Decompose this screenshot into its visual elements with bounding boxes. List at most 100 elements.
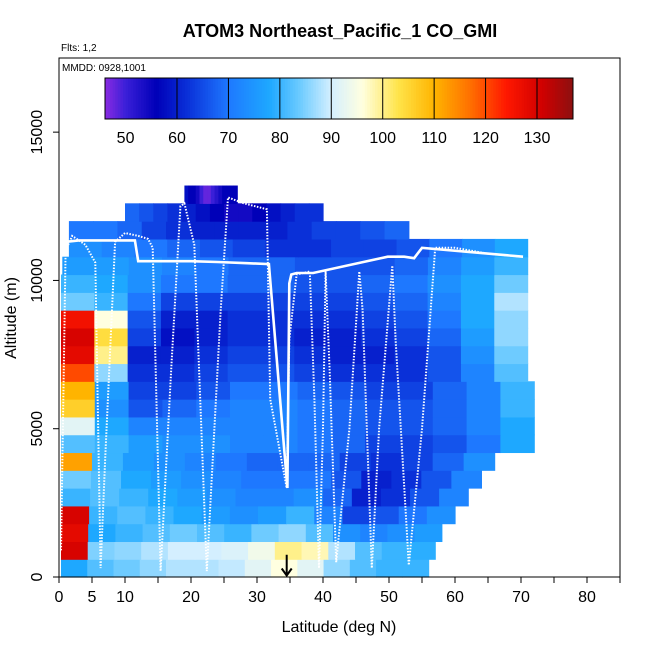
heatmap-cell — [271, 559, 298, 578]
colorbar-swatch — [377, 78, 381, 119]
colorbar-swatch — [220, 78, 224, 119]
colorbar-swatch — [549, 78, 553, 119]
heatmap-cell — [201, 505, 231, 525]
x-tick-label: 10 — [116, 589, 134, 606]
colorbar-swatch — [135, 78, 139, 119]
heatmap-cell — [222, 185, 227, 204]
dates-label: MMDD: 0928,1001 — [62, 63, 146, 74]
y-tick-label: 0 — [29, 572, 46, 581]
flights-label: Flts: 1,2 — [61, 43, 97, 54]
heatmap-cell — [127, 292, 162, 311]
colorbar-swatch — [449, 78, 453, 119]
colorbar-swatch — [423, 78, 427, 119]
heatmap-cell — [211, 470, 242, 489]
colorbar-swatch — [524, 78, 528, 119]
colorbar-swatch — [462, 78, 466, 119]
heatmap-cell — [125, 203, 140, 222]
heatmap-cell — [60, 470, 92, 489]
heatmap-cell — [114, 541, 142, 560]
colorbar-swatch — [290, 78, 294, 119]
heatmap-cell — [494, 363, 529, 382]
heatmap-cell — [355, 541, 383, 560]
heatmap-cell — [280, 203, 296, 222]
heatmap-cell — [153, 203, 169, 222]
colorbar-swatch — [246, 78, 250, 119]
colorbar-swatch — [477, 78, 481, 119]
heatmap-cell — [218, 559, 246, 578]
heatmap-cell — [427, 292, 462, 311]
heatmap-cell — [195, 185, 201, 204]
colorbar-swatch — [164, 78, 168, 119]
colorbar-swatch — [390, 78, 394, 119]
heatmap-cell — [466, 434, 501, 454]
heatmap-cell — [90, 488, 120, 507]
heatmap-cell — [128, 381, 163, 400]
heatmap-cell — [221, 541, 249, 560]
colorbar-swatch — [485, 78, 489, 119]
heatmap-cell — [227, 274, 262, 293]
heatmap-cell — [342, 505, 372, 525]
heatmap-cell — [426, 505, 456, 525]
heatmap-cell — [360, 327, 395, 347]
colorbar-swatch — [552, 78, 556, 119]
heatmap-cell — [394, 363, 429, 382]
heatmap-cell — [199, 185, 204, 204]
heatmap-cell — [349, 559, 377, 578]
colorbar-swatch — [470, 78, 474, 119]
heatmap-cell — [94, 274, 129, 293]
heatmap-cell — [238, 221, 264, 240]
x-tick-label: 20 — [182, 589, 200, 606]
heatmap-cell — [308, 203, 324, 222]
heatmap-cell — [427, 274, 462, 293]
heatmap-cell — [229, 505, 259, 525]
colorbar-swatch — [380, 78, 384, 119]
colorbar-swatch — [285, 78, 288, 119]
colorbar-swatch — [431, 78, 435, 119]
heatmap-cell — [360, 274, 395, 293]
heatmap-cell — [394, 292, 429, 311]
heatmap-cell — [119, 488, 149, 507]
heatmap-cell — [235, 488, 266, 507]
heatmap-cell — [229, 399, 265, 418]
colorbar-swatch — [400, 78, 404, 119]
colorbar-swatch — [359, 78, 363, 119]
heatmap-cell — [91, 470, 122, 489]
heatmap-cell — [94, 381, 130, 400]
axes: 0 5 10 20 30 40 50 60 70 80 0 5000 10000 15000 — [29, 57, 621, 606]
heatmap-cell — [294, 310, 329, 329]
heatmap-cell — [238, 203, 253, 222]
colorbar-swatch — [413, 78, 417, 119]
colorbar-swatch — [130, 78, 134, 119]
heatmap-cell — [460, 363, 495, 382]
heatmap-cell — [339, 452, 372, 471]
colorbar-swatch — [519, 78, 522, 119]
heatmap-cell — [410, 488, 440, 507]
colorbar-swatch — [297, 78, 301, 119]
colorbar-swatch — [521, 78, 525, 119]
colorbar-swatch — [228, 78, 232, 119]
colorbar-swatch — [187, 78, 191, 119]
heatmap-cell — [214, 185, 219, 204]
colorbar-swatch — [537, 78, 540, 119]
colorbar-swatch — [354, 78, 358, 119]
colorbar-swatch — [243, 78, 247, 119]
colorbar-swatch — [333, 78, 337, 119]
heatmap-cell — [494, 310, 529, 329]
colorbar-swatch — [200, 78, 204, 119]
colorbar-tick-label: 130 — [524, 130, 551, 147]
heatmap-cell — [251, 523, 280, 543]
heatmap-cell — [427, 327, 462, 347]
heatmap-cell — [500, 416, 535, 436]
colorbar-swatch — [236, 78, 240, 119]
colorbar-swatch — [195, 78, 198, 119]
heatmap-cell — [101, 238, 136, 258]
heatmap-cell — [294, 363, 329, 382]
colorbar-swatch — [110, 78, 114, 119]
heatmap-cell — [60, 399, 96, 418]
colorbar-swatch — [308, 78, 312, 119]
colorbar-swatch — [156, 78, 160, 119]
heatmap-cell — [327, 327, 362, 347]
heatmap-cell — [195, 203, 211, 222]
heatmap-cell — [60, 452, 93, 471]
heatmap-cell — [190, 221, 216, 240]
